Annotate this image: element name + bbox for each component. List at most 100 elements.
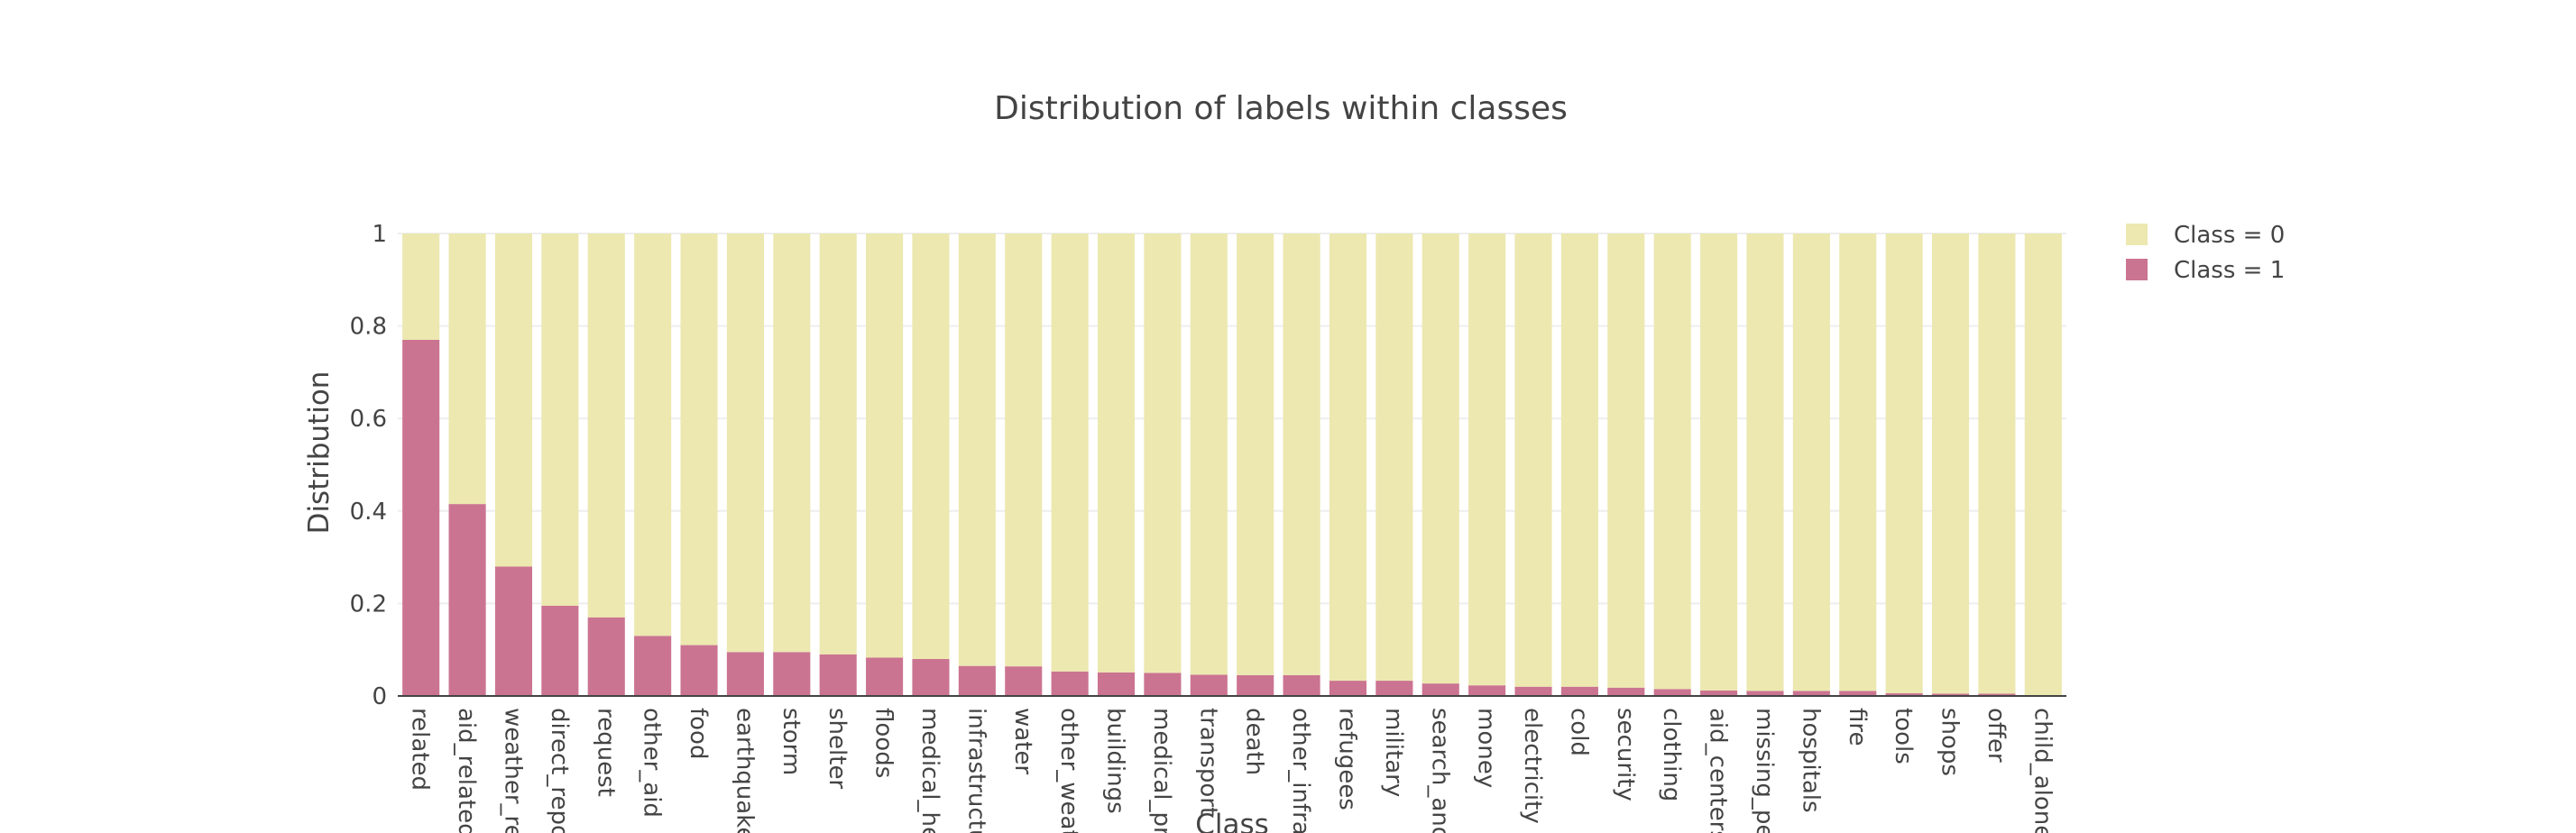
bar-class-1 [1514, 686, 1552, 696]
x-tick-label: floods [870, 708, 897, 778]
bar-class-0 [680, 233, 718, 645]
bar-class-1 [1375, 681, 1413, 696]
legend-label: Class = 0 [2174, 222, 2285, 249]
bar-class-1 [1839, 691, 1877, 696]
bar-class-1 [1329, 681, 1367, 696]
bar-class-0 [866, 233, 904, 658]
x-tick-label: buildings [1102, 708, 1129, 814]
y-tick-label: 0 [372, 683, 387, 710]
bar-class-0 [1283, 233, 1320, 675]
bar-class-1 [494, 566, 533, 696]
bar-class-0 [726, 233, 764, 653]
bar-class-1 [680, 645, 718, 696]
x-tick-label: other_weat [1055, 708, 1082, 833]
bar-class-1 [726, 652, 764, 696]
bar-class-0 [1653, 233, 1691, 690]
bar-class-0 [1514, 233, 1552, 687]
bar-class-0 [1237, 233, 1274, 675]
x-tick-label: medical_he [916, 708, 943, 833]
x-tick-label: direct_repo [546, 708, 573, 833]
bar-class-1 [1190, 674, 1228, 696]
bar-class-1 [1144, 673, 1182, 696]
bar-class-0 [1839, 233, 1877, 691]
bar-class-1 [1607, 687, 1645, 696]
bar-class-0 [912, 233, 950, 659]
x-tick-label: other_aid [639, 708, 666, 818]
x-tick-label: child_alone [2029, 708, 2056, 833]
x-tick-label: security [1612, 708, 1639, 801]
x-tick-label: shelter [823, 708, 851, 789]
bar-class-1 [1421, 683, 1459, 696]
x-tick-label: death [1241, 708, 1268, 775]
x-tick-label: medical_pr [1148, 708, 1175, 833]
bars [402, 233, 2062, 696]
x-tick-label: infrastructu [962, 708, 989, 833]
bar-class-0 [1144, 233, 1182, 673]
y-tick-label: 1 [372, 221, 387, 248]
x-tick-label: cold [1565, 708, 1592, 756]
bar-class-0 [1978, 233, 2016, 694]
bar-class-0 [1468, 233, 1506, 686]
bar-class-1 [912, 658, 950, 696]
bar-class-0 [1746, 233, 1784, 691]
bar-class-0 [448, 233, 486, 505]
x-tick-label: aid_related [453, 708, 480, 833]
bar-class-0 [1051, 233, 1089, 672]
bar-class-1 [448, 504, 486, 696]
bar-class-0 [541, 233, 579, 606]
bar-class-0 [819, 233, 857, 654]
bar-class-1 [1746, 691, 1784, 696]
bar-class-1 [1885, 692, 1923, 696]
x-tick-label: water [1009, 708, 1036, 774]
bar-class-0 [1190, 233, 1228, 675]
bar-class-1 [1005, 666, 1043, 696]
x-tick-label: transport [1194, 708, 1221, 816]
bar-class-0 [402, 233, 440, 340]
bar-class-1 [1468, 685, 1506, 696]
bar-class-1 [1931, 693, 1970, 696]
y-tick-label: 0.8 [350, 314, 387, 341]
x-tick-label: clothing [1658, 708, 1685, 801]
x-tick-label: military [1380, 708, 1407, 797]
x-tick-label: storm [777, 708, 805, 775]
bar-class-0 [1005, 233, 1043, 667]
x-tick-label: shops [1937, 708, 1964, 776]
bar-class-1 [1051, 671, 1089, 696]
bar-class-1 [1792, 691, 1830, 696]
chart-title: Distribution of labels within classes [994, 90, 1568, 127]
bar-class-1 [819, 654, 857, 696]
bar-class-0 [773, 233, 811, 653]
bar-class-1 [402, 339, 440, 696]
x-tick-label: missing_pe [1751, 708, 1778, 833]
bar-class-1 [958, 665, 996, 696]
bar-class-0 [1792, 233, 1830, 691]
x-axis-ticks: related aid_related weather_re direct_repo r… [407, 708, 2056, 833]
legend-label: Class = 1 [2174, 257, 2285, 284]
bar-class-1 [634, 636, 672, 696]
legend-swatch [2126, 259, 2148, 280]
gridlines [398, 233, 2066, 605]
x-tick-label: other_infras [1287, 708, 1314, 833]
legend-swatch [2126, 224, 2148, 245]
bar-class-0 [2024, 233, 2062, 696]
bar-class-0 [1885, 233, 1923, 693]
legend: Class = 0 Class = 1 [2126, 222, 2285, 284]
bar-class-0 [1421, 233, 1459, 684]
x-tick-label: money [1473, 708, 1500, 788]
x-tick-label: request [592, 708, 619, 797]
y-tick-label: 0.4 [350, 499, 387, 526]
x-tick-label: aid_centers [1705, 708, 1732, 833]
bar-class-0 [1329, 233, 1367, 682]
x-tick-label: refugees [1333, 708, 1360, 810]
bar-class-0 [1097, 233, 1136, 673]
bar-class-1 [1978, 693, 2016, 696]
bar-class-0 [634, 233, 672, 636]
bar-class-1 [866, 657, 904, 696]
bar-class-1 [1283, 674, 1320, 696]
x-tick-label: electricity [1519, 708, 1546, 824]
bar-class-1 [1097, 672, 1136, 696]
x-tick-label: related [407, 708, 434, 791]
bar-class-1 [1237, 674, 1274, 696]
bar-class-0 [1700, 233, 1738, 691]
